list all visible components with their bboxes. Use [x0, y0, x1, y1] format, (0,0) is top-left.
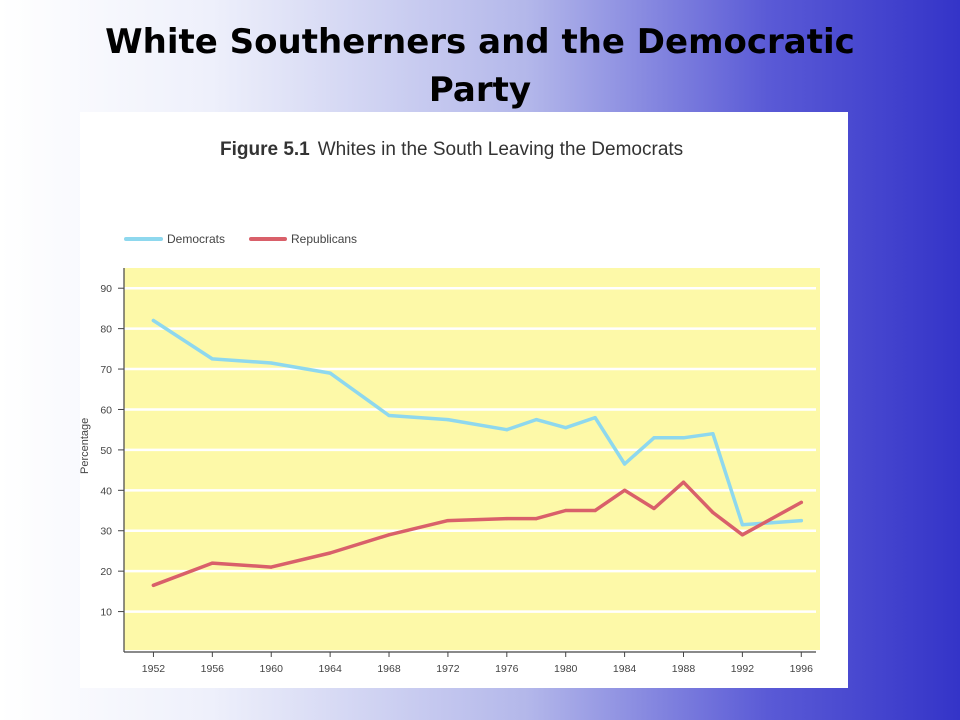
data-point-republicans-1978 [534, 517, 538, 521]
data-point-democrats-1990 [711, 432, 715, 436]
data-point-republicans-1972 [446, 519, 450, 523]
x-axis-ticks: 1952 1956 1960 1964 1968 1972 1976 1980 1984 1988… [142, 652, 813, 675]
data-point-democrats-1960 [269, 361, 273, 365]
y-tick-label-10: 10 [100, 607, 112, 619]
data-point-democrats-1978 [534, 418, 538, 422]
data-point-republicans-1956 [210, 561, 214, 565]
data-point-republicans-1960 [269, 565, 273, 569]
data-point-republicans-1988 [681, 480, 686, 484]
x-tick-label-1972: 1972 [436, 663, 460, 675]
plot-area [124, 268, 820, 650]
data-point-republicans-1994 [770, 517, 774, 521]
y-tick-label-20: 20 [100, 566, 112, 578]
data-point-democrats-1982 [593, 416, 597, 420]
data-point-republicans-1984 [623, 488, 627, 492]
data-point-democrats-1972 [446, 418, 450, 422]
data-point-republicans-1986 [652, 506, 656, 511]
y-tick-label-40: 40 [100, 485, 112, 497]
legend-democrats-label: Democrats [167, 232, 225, 246]
x-tick-label-1964: 1964 [318, 663, 342, 675]
x-tick-label-1976: 1976 [495, 663, 519, 675]
x-tick-label-1960: 1960 [260, 663, 284, 675]
slide-title-line-2: Party [428, 70, 532, 110]
y-tick-label-70: 70 [100, 364, 112, 376]
x-tick-label-1996: 1996 [790, 663, 814, 675]
legend-republicans-label: Republicans [291, 232, 357, 246]
data-point-democrats-1984 [623, 462, 627, 466]
figure-caption-number: Figure 5.1 [220, 139, 310, 160]
y-tick-label-30: 30 [100, 526, 112, 538]
x-tick-label-1956: 1956 [201, 663, 225, 675]
y-tick-label-60: 60 [100, 404, 112, 416]
slide-title-line-1: White Southerners and the Democratic [105, 22, 855, 62]
data-point-republicans-1964 [328, 551, 332, 555]
data-point-republicans-1980 [564, 508, 568, 513]
legend: Democrats Republicans [124, 232, 357, 246]
series-lines [151, 318, 804, 588]
y-axis-ticks: 10 20 30 40 50 60 70 80 90 [100, 283, 124, 619]
data-point-democrats-1986 [652, 436, 656, 440]
x-tick-label-1988: 1988 [672, 663, 696, 675]
data-point-republicans-1968 [387, 533, 391, 537]
gridlines [124, 286, 816, 613]
data-point-republicans-1976 [505, 517, 509, 521]
data-point-democrats-1968 [387, 413, 391, 418]
figure-panel: Figure 5.1 Whites in the South Leaving th… [80, 112, 848, 688]
y-tick-label-80: 80 [100, 324, 112, 336]
data-point-democrats-1976 [505, 428, 509, 432]
data-point-democrats-1988 [681, 436, 686, 440]
data-point-republicans-1952 [151, 583, 155, 587]
figure-caption-text: Whites in the South Leaving the Democrat… [318, 139, 683, 160]
data-point-democrats-1952 [151, 318, 155, 323]
data-point-democrats-1994 [770, 521, 774, 525]
data-point-democrats-1964 [328, 371, 332, 375]
x-tick-label-1968: 1968 [377, 663, 401, 675]
data-point-republicans-1982 [593, 508, 597, 513]
data-point-republicans-1996 [799, 500, 803, 504]
data-point-republicans-1990 [711, 510, 715, 515]
x-tick-label-1992: 1992 [731, 663, 755, 675]
y-tick-label-90: 90 [100, 283, 112, 295]
x-tick-label-1952: 1952 [142, 663, 166, 675]
data-point-democrats-1980 [564, 426, 568, 430]
y-tick-label-50: 50 [100, 445, 112, 457]
slide-title: White Southerners and the Democratic Par… [0, 18, 960, 114]
data-point-democrats-1992 [740, 523, 745, 527]
data-point-democrats-1956 [210, 357, 214, 361]
data-point-democrats-1996 [799, 519, 803, 523]
data-point-republicans-1992 [740, 533, 745, 537]
figure-caption: Figure 5.1 Whites in the South Leaving th… [220, 139, 683, 160]
y-axis-label: Percentage [80, 418, 91, 474]
x-tick-label-1984: 1984 [613, 663, 637, 675]
x-tick-label-1980: 1980 [554, 663, 578, 675]
line-chart: Figure 5.1 Whites in the South Leaving th… [80, 139, 820, 675]
